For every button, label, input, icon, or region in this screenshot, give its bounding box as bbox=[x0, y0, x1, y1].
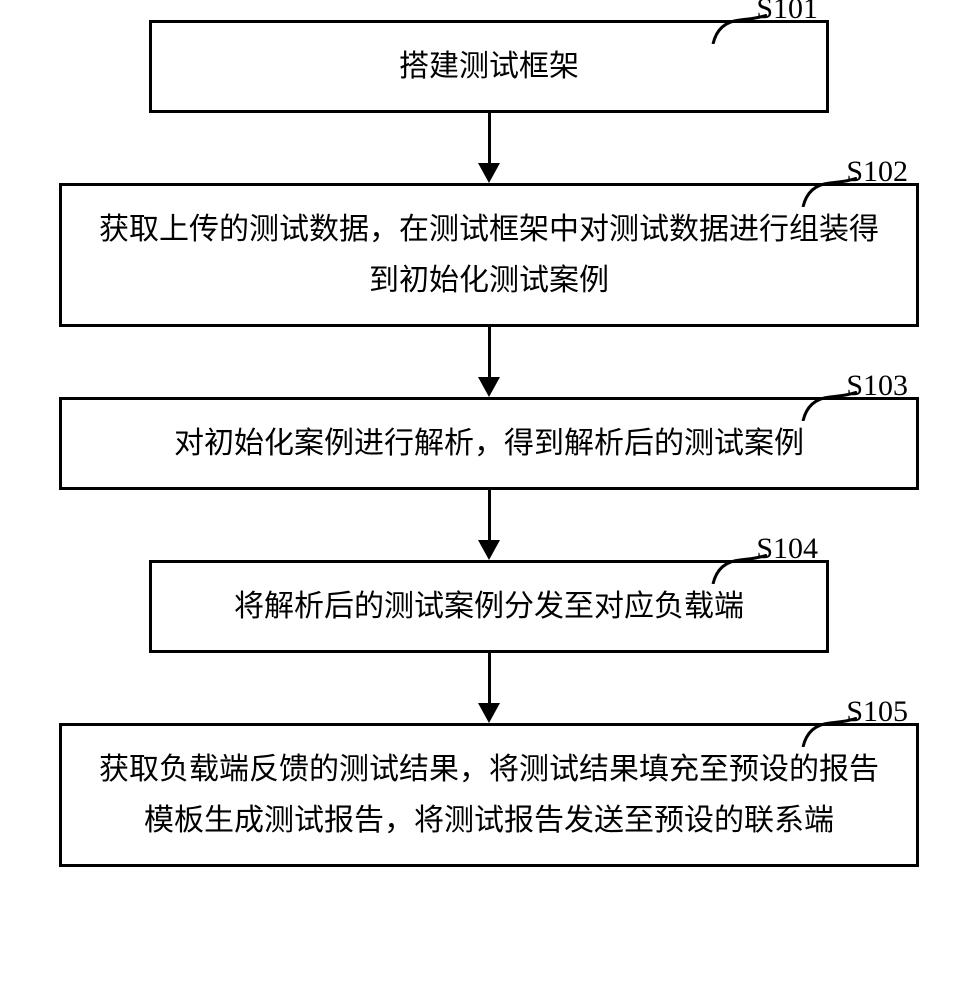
arrow-line bbox=[488, 327, 491, 377]
step-text-s103: 对初始化案例进行解析，得到解析后的测试案例 bbox=[174, 418, 804, 469]
step-label-s101: S101 bbox=[756, 0, 818, 26]
step-text-s102: 获取上传的测试数据，在测试框架中对测试数据进行组装得到初始化测试案例 bbox=[86, 204, 892, 306]
step-text-s101: 搭建测试框架 bbox=[399, 41, 579, 92]
arrow-3 bbox=[478, 490, 500, 560]
step-label-s103: S103 bbox=[846, 369, 908, 403]
step-box-s105: 获取负载端反馈的测试结果，将测试结果填充至预设的报告模板生成测试报告，将测试报告… bbox=[59, 723, 919, 867]
step-label-s104: S104 bbox=[756, 532, 818, 566]
step-box-s103: 对初始化案例进行解析，得到解析后的测试案例 bbox=[59, 397, 919, 490]
arrow-line bbox=[488, 113, 491, 163]
step-s105: S105 获取负载端反馈的测试结果，将测试结果填充至预设的报告模板生成测试报告，… bbox=[50, 723, 928, 867]
step-label-s102: S102 bbox=[846, 155, 908, 189]
arrow-head bbox=[478, 540, 500, 560]
step-box-s102: 获取上传的测试数据，在测试框架中对测试数据进行组装得到初始化测试案例 bbox=[59, 183, 919, 327]
arrow-4 bbox=[478, 653, 500, 723]
flowchart-container: S101 搭建测试框架 S102 获取上传的测试数据，在测试框架中对测试数据进行… bbox=[50, 20, 928, 867]
arrow-1 bbox=[478, 113, 500, 183]
step-s101: S101 搭建测试框架 bbox=[50, 20, 928, 113]
step-s102: S102 获取上传的测试数据，在测试框架中对测试数据进行组装得到初始化测试案例 bbox=[50, 183, 928, 327]
step-s103: S103 对初始化案例进行解析，得到解析后的测试案例 bbox=[50, 397, 928, 490]
step-text-s104: 将解析后的测试案例分发至对应负载端 bbox=[234, 581, 744, 632]
step-text-s105: 获取负载端反馈的测试结果，将测试结果填充至预设的报告模板生成测试报告，将测试报告… bbox=[86, 744, 892, 846]
step-label-s105: S105 bbox=[846, 695, 908, 729]
arrow-head bbox=[478, 703, 500, 723]
arrow-2 bbox=[478, 327, 500, 397]
arrow-head bbox=[478, 377, 500, 397]
arrow-line bbox=[488, 490, 491, 540]
arrow-line bbox=[488, 653, 491, 703]
arrow-head bbox=[478, 163, 500, 183]
step-s104: S104 将解析后的测试案例分发至对应负载端 bbox=[50, 560, 928, 653]
